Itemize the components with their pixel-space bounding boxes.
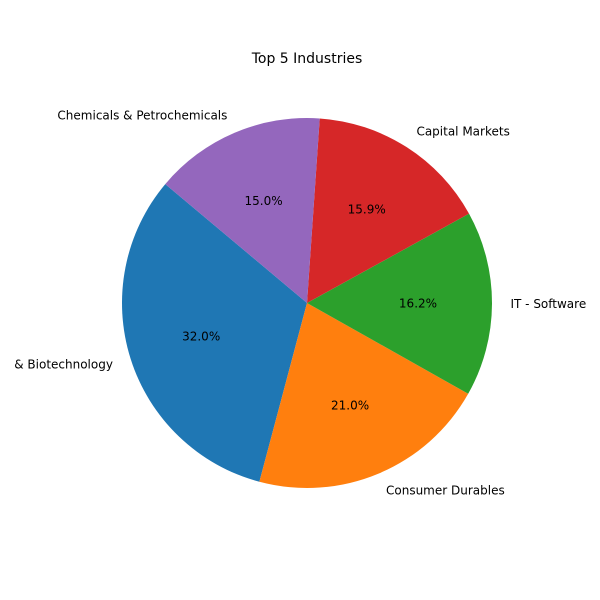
pie-labels: 32.0% & Biotechnology 21.0% Consumer Durabl… — [14, 109, 586, 498]
slice-percent-label: 16.2% — [399, 297, 437, 311]
slice-percent-label: 21.0% — [331, 398, 369, 412]
chart-title: Top 5 Industries — [251, 51, 363, 67]
pie-slice — [307, 118, 470, 303]
slice-percent-label: 15.9% — [348, 202, 386, 216]
pie-slice — [165, 118, 320, 303]
slice-category-label: & Biotechnology — [14, 357, 113, 371]
pie-slice — [122, 184, 308, 482]
slice-percent-label: 32.0% — [182, 329, 220, 343]
pie-slices — [122, 118, 492, 489]
slice-category-label: IT - Software — [510, 297, 586, 311]
slice-category-label: Chemicals & Petrochemicals — [57, 109, 227, 123]
slice-category-label: Capital Markets — [416, 124, 509, 138]
slice-category-label: Consumer Durables — [386, 484, 505, 498]
pie-slice — [307, 213, 492, 394]
slice-percent-label: 15.0% — [245, 194, 283, 208]
pie-slice — [259, 303, 469, 489]
